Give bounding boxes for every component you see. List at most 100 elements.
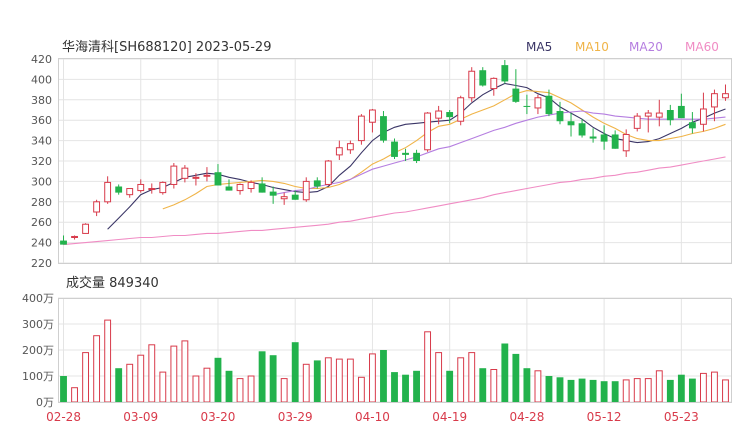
- candle: [225, 179, 233, 191]
- candle: [578, 119, 586, 138]
- candle: [677, 93, 685, 119]
- candle: [357, 114, 365, 145]
- candle-body: [699, 108, 707, 125]
- volume-bar: [82, 352, 90, 403]
- candle-body: [214, 172, 222, 186]
- candle: [545, 89, 553, 117]
- legend-ma20: MA20: [629, 40, 663, 54]
- volume-bar: [291, 342, 299, 402]
- candle-body: [159, 181, 167, 194]
- volume-bar: [677, 374, 685, 402]
- price-tick-label: 260: [31, 216, 52, 229]
- candle: [655, 99, 663, 127]
- volume-tick-label: 100万: [22, 370, 54, 383]
- candle-body: [82, 223, 90, 234]
- candle: [589, 128, 597, 143]
- candle-body: [391, 141, 398, 157]
- candle: [699, 92, 707, 132]
- legend-ma5: MA5: [526, 40, 552, 54]
- price-tick-label: 220: [31, 257, 52, 270]
- price-tick-label: 280: [31, 196, 52, 209]
- candle-body: [589, 136, 597, 139]
- candle: [523, 94, 531, 115]
- candle-body: [170, 165, 178, 185]
- candle: [82, 223, 90, 234]
- candle: [137, 179, 145, 193]
- candle-body: [280, 196, 288, 200]
- date-axis: 02-28 03-09 03-20 03-29 04-10 04-19 04-28 05-12…: [46, 410, 699, 424]
- volume-bar: [159, 371, 167, 403]
- volume-bars: [60, 319, 729, 403]
- candle-body: [644, 112, 652, 117]
- candle-body: [148, 188, 156, 191]
- candle: [435, 105, 443, 125]
- date-tick-label: 03-20: [201, 410, 236, 424]
- volume-bar: [402, 374, 409, 402]
- candle: [126, 188, 134, 198]
- candle: [512, 69, 520, 103]
- volume-tick-label: 400万: [22, 292, 54, 305]
- candle: [181, 165, 189, 183]
- candle-body: [545, 95, 553, 115]
- candle: [622, 129, 630, 157]
- volume-bar: [346, 358, 354, 403]
- volume-bar: [567, 379, 575, 402]
- candle: [236, 183, 244, 195]
- volume-tick-label: 300万: [22, 318, 54, 331]
- candle: [302, 177, 310, 202]
- candle-body: [60, 240, 67, 245]
- volume-bar: [369, 353, 376, 403]
- candle: [644, 110, 652, 133]
- volume-bar: [214, 357, 222, 402]
- candle-body: [479, 70, 487, 86]
- candle: [115, 184, 123, 195]
- candle: [170, 163, 178, 189]
- candle: [567, 113, 575, 137]
- candle: [214, 164, 222, 186]
- legend-ma10: MA10: [575, 40, 609, 54]
- candle: [346, 140, 354, 154]
- candle-body: [225, 186, 233, 191]
- candle: [192, 173, 200, 186]
- volume-bar: [192, 375, 200, 403]
- candle-body: [313, 180, 321, 187]
- candle-body: [93, 201, 101, 213]
- ma-line-ma20: [272, 110, 726, 196]
- volume-bar: [247, 375, 255, 403]
- volume-bar: [622, 379, 630, 403]
- volume-bar: [722, 379, 729, 403]
- volume-bar: [589, 379, 597, 402]
- volume-bar: [644, 378, 652, 403]
- date-tick-label: 04-28: [509, 410, 544, 424]
- date-tick-label: 04-10: [355, 410, 390, 424]
- volume-bar: [655, 370, 663, 403]
- candle: [203, 167, 211, 182]
- candle: [556, 101, 564, 125]
- volume-bar: [501, 343, 509, 402]
- volume-bar: [137, 354, 145, 403]
- volume-bar: [578, 378, 586, 402]
- volume-tick-label: 0万: [36, 396, 54, 409]
- candle-body: [115, 186, 123, 193]
- candle: [291, 190, 299, 200]
- volume-bar: [280, 378, 288, 403]
- candle: [148, 183, 156, 194]
- volume-bar: [335, 358, 343, 403]
- candle: [280, 192, 288, 205]
- candle-body: [567, 121, 575, 126]
- candle-body: [380, 116, 387, 141]
- price-tick-label: 240: [31, 237, 52, 250]
- candle-body: [291, 194, 299, 200]
- candle-body: [269, 191, 277, 196]
- candle: [93, 199, 101, 217]
- candle-body: [357, 115, 365, 142]
- candle: [722, 84, 729, 101]
- volume-bar: [688, 378, 696, 402]
- candle-body: [335, 147, 343, 156]
- candle-body: [435, 110, 443, 119]
- volume-bar: [357, 376, 365, 403]
- candle-body: [622, 133, 630, 152]
- date-tick-label: 04-19: [432, 410, 467, 424]
- candle-body: [711, 93, 718, 108]
- candle-body: [677, 105, 685, 119]
